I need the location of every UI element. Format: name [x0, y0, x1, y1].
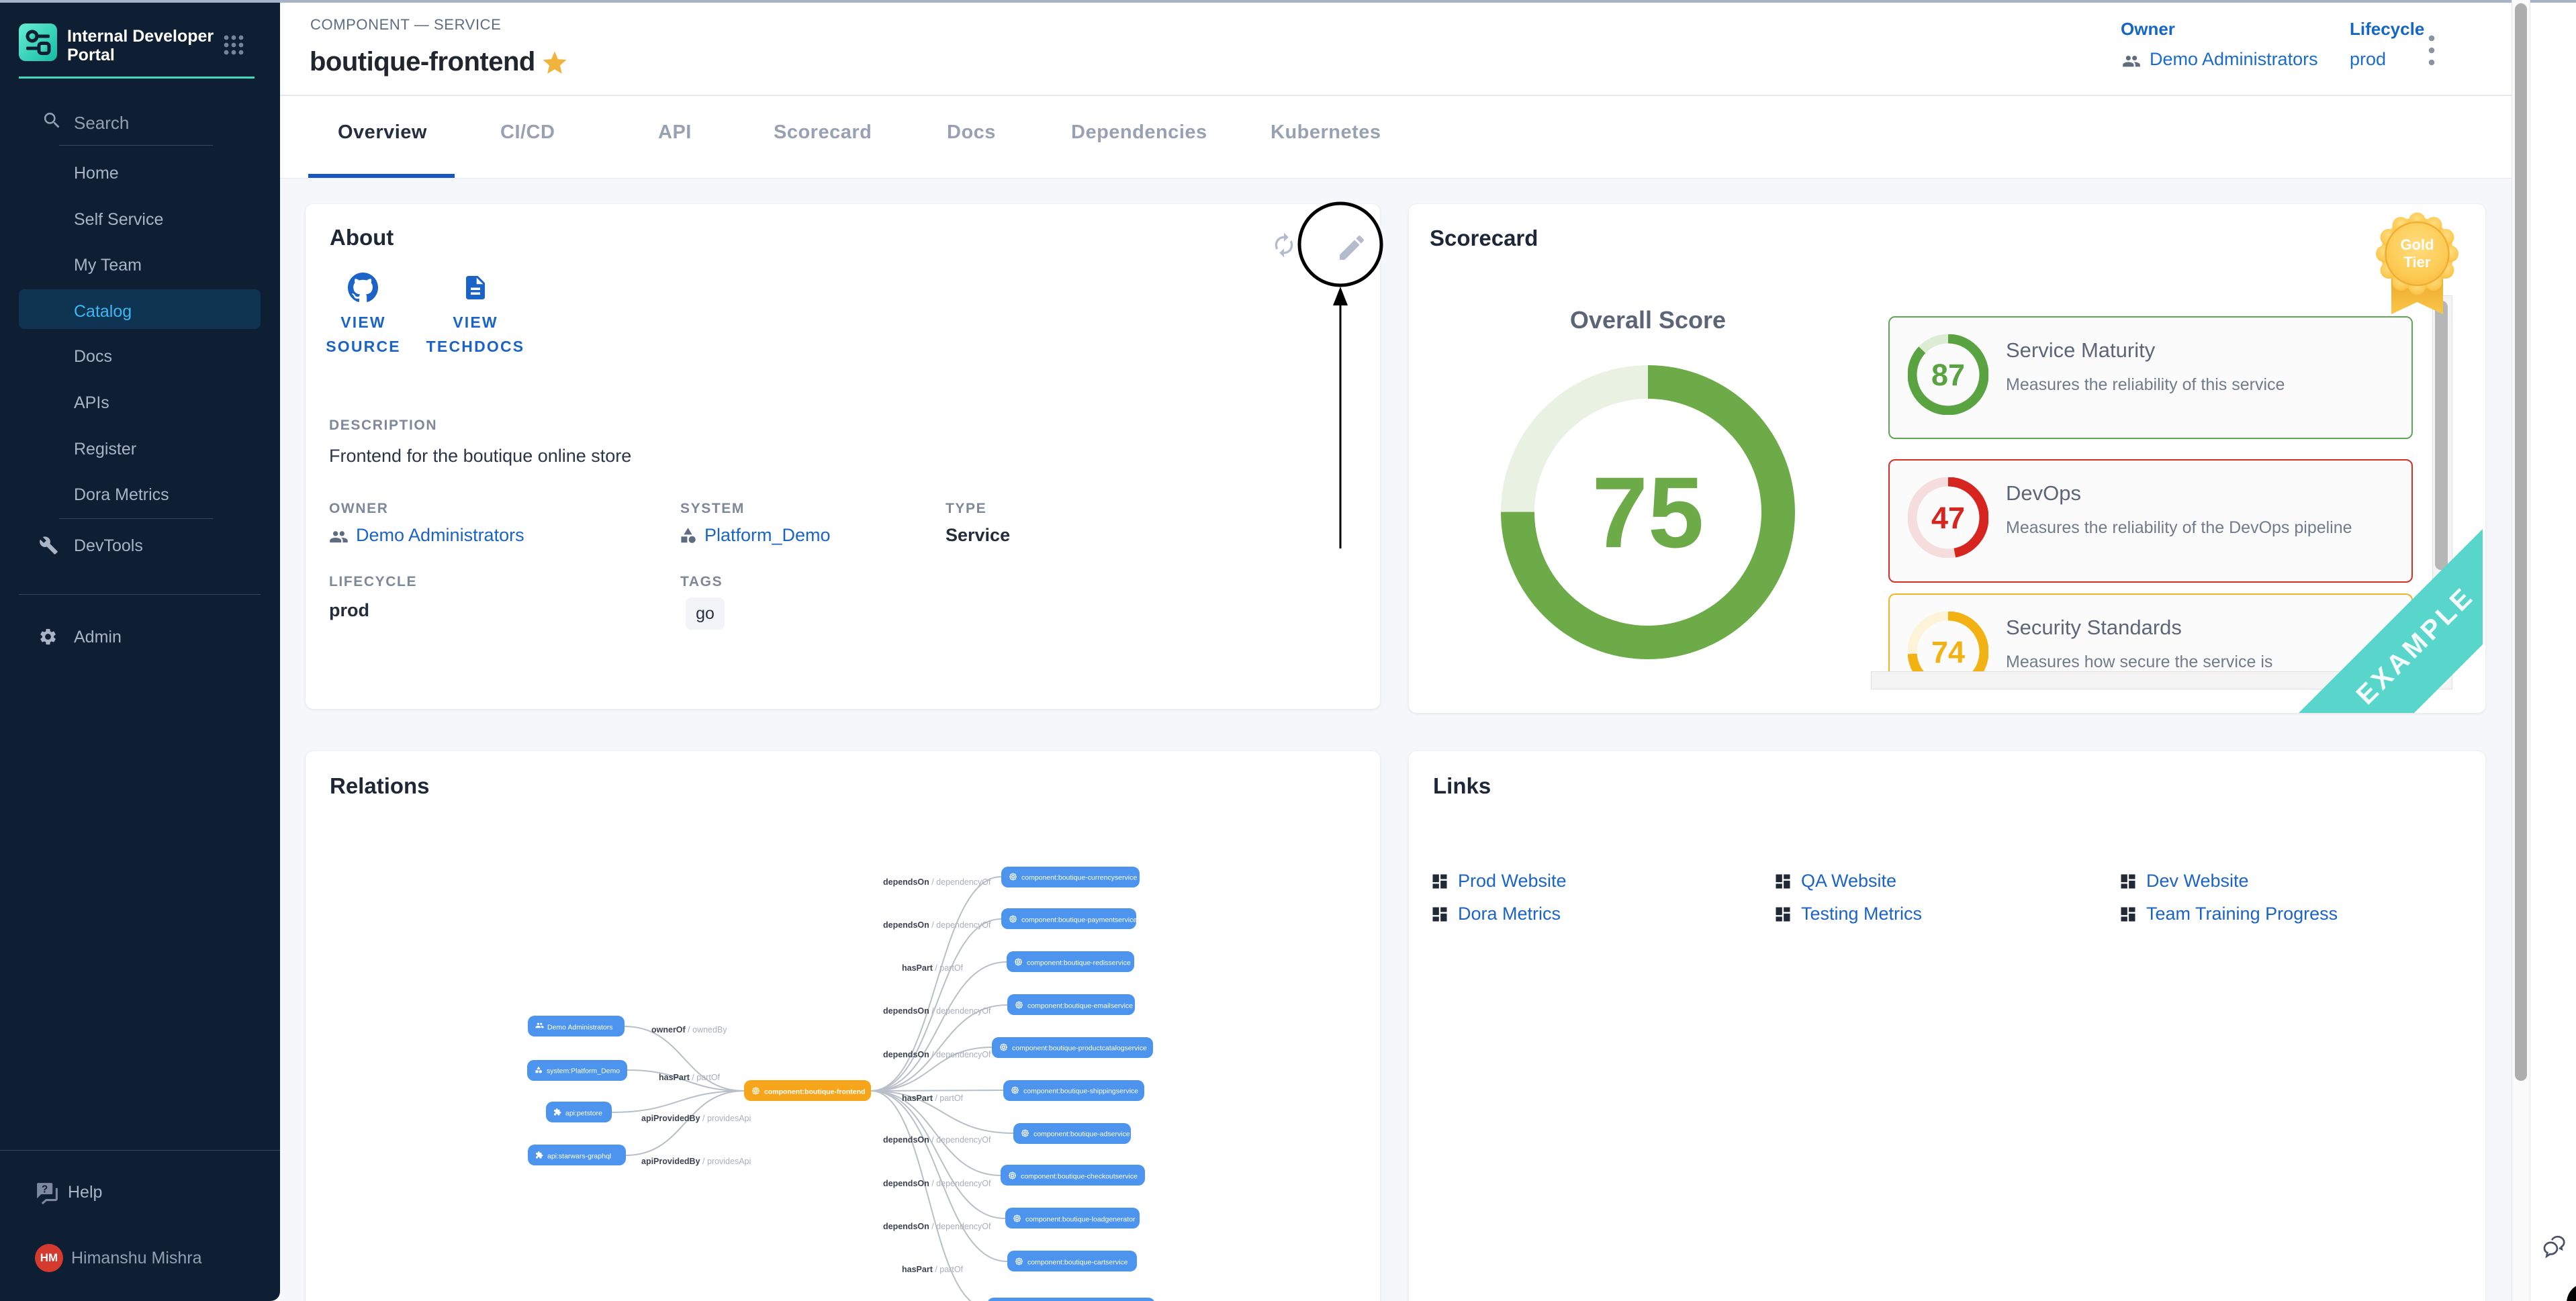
- svg-text:component:boutique-paymentserv: component:boutique-paymentservice: [1021, 916, 1137, 924]
- svg-text:component:boutique-adservice: component:boutique-adservice: [1033, 1130, 1130, 1139]
- svg-text:dependsOn / dependencyOf: dependsOn / dependencyOf: [883, 877, 991, 887]
- svg-text:system:Platform_Demo: system:Platform_Demo: [547, 1067, 620, 1075]
- svg-text:74: 74: [1931, 635, 1965, 669]
- svg-text:dependsOn / dependencyOf: dependsOn / dependencyOf: [883, 1050, 991, 1059]
- svg-text:?: ?: [42, 1184, 48, 1196]
- svg-text:component:boutique-loadgenerat: component:boutique-loadgenerator: [1025, 1216, 1136, 1224]
- svg-text:component:boutique-productcata: component:boutique-productcatalogservice: [1012, 1045, 1147, 1053]
- svg-text:apiProvidedBy / providesApi: apiProvidedBy / providesApi: [641, 1114, 751, 1123]
- svg-text:component:boutique-cartservice: component:boutique-cartservice: [1027, 1259, 1128, 1267]
- svg-text:component:boutique-frontend: component:boutique-frontend: [764, 1088, 865, 1096]
- svg-text:hasPart / partOf: hasPart / partOf: [659, 1073, 721, 1082]
- svg-text:hasPart / partOf: hasPart / partOf: [902, 1265, 964, 1274]
- svg-text:87: 87: [1931, 358, 1965, 392]
- svg-text:hasPart / partOf: hasPart / partOf: [902, 1094, 964, 1103]
- svg-text:dependsOn / dependencyOf: dependsOn / dependencyOf: [883, 920, 991, 930]
- svg-text:component:boutique-redisservic: component:boutique-redisservice: [1027, 959, 1131, 967]
- svg-text:apiProvidedBy / providesApi: apiProvidedBy / providesApi: [641, 1157, 751, 1166]
- svg-text:ownerOf / ownedBy: ownerOf / ownedBy: [651, 1025, 727, 1034]
- svg-text:component:boutique-currencyser: component:boutique-currencyservice: [1021, 874, 1137, 882]
- svg-text:hasPart / partOf: hasPart / partOf: [902, 963, 964, 973]
- svg-text:dependsOn / dependencyOf: dependsOn / dependencyOf: [883, 1179, 991, 1188]
- svg-text:Demo Administrators: Demo Administrators: [547, 1024, 612, 1032]
- svg-text:dependsOn / dependencyOf: dependsOn / dependencyOf: [883, 1222, 991, 1231]
- svg-text:dependsOn / dependencyOf: dependsOn / dependencyOf: [883, 1135, 991, 1145]
- svg-text:component:boutique-shippingser: component:boutique-shippingservice: [1023, 1088, 1138, 1096]
- svg-text:component:boutique-checkoutser: component:boutique-checkoutservice: [1021, 1173, 1138, 1181]
- svg-text:api:petstore: api:petstore: [565, 1110, 602, 1118]
- svg-text:dependsOn / dependencyOf: dependsOn / dependencyOf: [883, 1006, 991, 1016]
- svg-text:Gold: Gold: [2400, 236, 2434, 253]
- svg-text:75: 75: [1592, 456, 1704, 569]
- svg-text:api:starwars-graphql: api:starwars-graphql: [547, 1153, 611, 1161]
- svg-text:Tier: Tier: [2404, 254, 2431, 271]
- svg-text:component:boutique-emailservic: component:boutique-emailservice: [1027, 1002, 1133, 1010]
- svg-text:47: 47: [1931, 501, 1965, 535]
